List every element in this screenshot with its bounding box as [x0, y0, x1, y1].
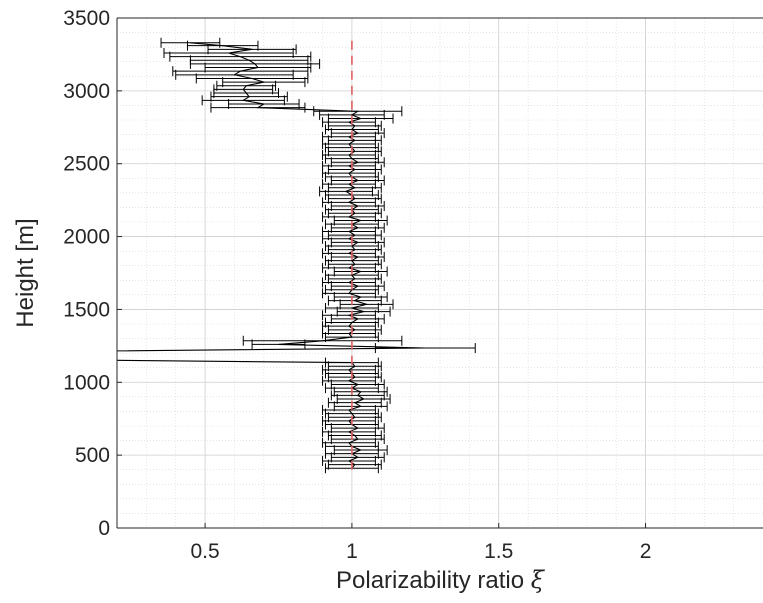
y-axis-label: Height [m] [12, 218, 39, 327]
x-tick-label: 1.5 [484, 540, 513, 563]
x-axis-label-symbol: ξ [531, 566, 546, 594]
y-tick-label: 2500 [63, 153, 110, 176]
y-tick-label: 1500 [63, 298, 110, 321]
y-tick-label: 0 [98, 517, 110, 540]
x-tick-label: 2 [640, 540, 652, 563]
y-tick-label: 1000 [63, 371, 110, 394]
y-tick-label: 2000 [63, 226, 110, 249]
x-tick-label: 0.5 [190, 540, 219, 563]
y-tick-label: 3500 [63, 7, 110, 30]
x-axis-label-text: Polarizability ratio [336, 567, 524, 594]
y-tick-label: 500 [75, 444, 110, 467]
y-tick-label: 3000 [63, 80, 110, 103]
x-axis-label: Polarizability ratio ξ [336, 566, 546, 594]
x-tick-label: 1 [346, 540, 358, 563]
